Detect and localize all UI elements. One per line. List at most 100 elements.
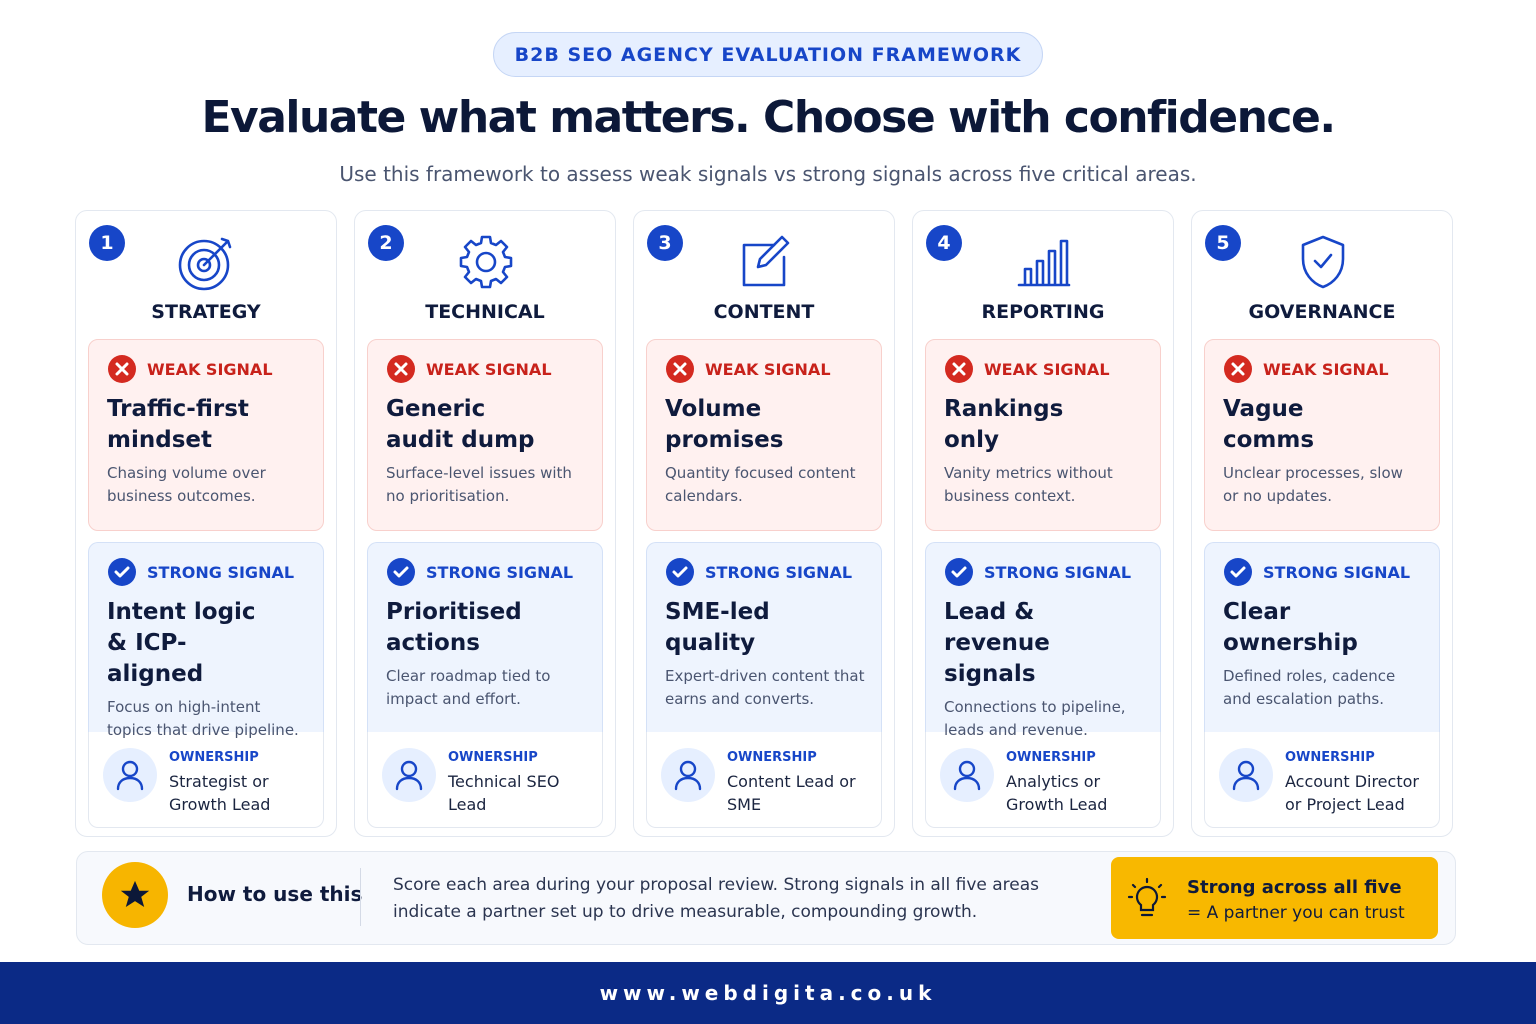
area-card: 3 CONTENT WEAK SIGNAL Volume promises Quanti… bbox=[633, 210, 895, 837]
callout-text: = A partner you can trust bbox=[1187, 903, 1405, 923]
area-icon bbox=[1301, 235, 1345, 289]
area-heading: STRATEGY bbox=[151, 301, 261, 323]
separator bbox=[360, 868, 361, 926]
columns: 1 STRATEGY WEAK SIGNAL Traffic-first mindse… bbox=[75, 210, 1453, 837]
ownership-label: OWNERSHIP bbox=[448, 750, 538, 765]
signal-text: Defined roles, cadence and escalation pa… bbox=[1223, 667, 1396, 708]
title: Evaluate what matters. Choose with confi… bbox=[201, 92, 1336, 143]
ownership-text: Content Lead or SME bbox=[727, 772, 856, 814]
area-card: 1 STRATEGY WEAK SIGNAL Traffic-first mindse… bbox=[75, 210, 337, 837]
avatar bbox=[382, 748, 436, 802]
icon-wrap bbox=[176, 231, 238, 297]
area-heading: GOVERNANCE bbox=[1248, 301, 1396, 323]
area-number: 4 bbox=[926, 225, 962, 261]
weak-signal-box: WEAK SIGNAL Volume promises Quantity focus… bbox=[646, 339, 882, 531]
area-number: 1 bbox=[89, 225, 125, 261]
signal-label-text: WEAK SIGNAL bbox=[147, 359, 273, 379]
badge: B2B SEO AGENCY EVALUATION FRAMEWORK bbox=[493, 32, 1043, 77]
avatar bbox=[103, 748, 157, 802]
strong-signal-box: STRONG SIGNAL Prioritised actions Clear ro… bbox=[367, 542, 603, 732]
signal-text: Clear roadmap tied to impact and effort. bbox=[386, 667, 551, 708]
signal-text: Focus on high-intent topics that drive p… bbox=[107, 698, 299, 739]
signal-label: WEAK SIGNAL bbox=[944, 354, 1142, 384]
area-icon bbox=[742, 235, 790, 287]
area-card: 5 GOVERNANCE WEAK SIGNAL Vague comms Unclear… bbox=[1191, 210, 1453, 837]
callout-title: Strong across all five bbox=[1187, 877, 1402, 898]
ownership-box: OWNERSHIP Account Director or Project Lea… bbox=[1204, 732, 1440, 828]
area-heading: REPORTING bbox=[981, 301, 1105, 323]
signal-title: Rankings only bbox=[944, 396, 1064, 453]
url-bar: www.webdigita.co.uk bbox=[0, 962, 1536, 1024]
bulb-icon bbox=[1127, 877, 1167, 917]
icon-wrap bbox=[734, 231, 796, 297]
star-icon bbox=[102, 862, 168, 928]
ownership-box: OWNERSHIP Strategist or Growth Lead bbox=[88, 732, 324, 828]
signal-text: Chasing volume over business outcomes. bbox=[107, 464, 266, 505]
avatar bbox=[661, 748, 715, 802]
ownership-text: Account Director or Project Lead bbox=[1285, 772, 1419, 814]
area-heading: CONTENT bbox=[713, 301, 815, 323]
area-number: 3 bbox=[647, 225, 683, 261]
area-heading: TECHNICAL bbox=[425, 301, 545, 323]
icon-wrap bbox=[455, 231, 517, 297]
area-icon bbox=[178, 237, 232, 291]
signal-text: Expert-driven content that earns and con… bbox=[665, 667, 865, 708]
area-card: 4 REPORTING WEAK SIGNAL Rankings only Vanity… bbox=[912, 210, 1174, 837]
ownership-box: OWNERSHIP Technical SEO Lead bbox=[367, 732, 603, 828]
weak-signal-box: WEAK SIGNAL Vague comms Unclear processes,… bbox=[1204, 339, 1440, 531]
ownership-text: Analytics or Growth Lead bbox=[1006, 772, 1108, 814]
strong-signal-box: STRONG SIGNAL SME-led quality Expert-drive… bbox=[646, 542, 882, 732]
subtitle: Use this framework to assess weak signal… bbox=[339, 162, 1197, 186]
signal-title: Volume promises bbox=[665, 396, 784, 453]
signal-label-text: STRONG SIGNAL bbox=[1263, 562, 1411, 582]
weak-signal-box: WEAK SIGNAL Rankings only Vanity metrics w… bbox=[925, 339, 1161, 531]
signal-label: WEAK SIGNAL bbox=[386, 354, 584, 384]
strong-signal-box: STRONG SIGNAL Intent logic & ICP-aligned F… bbox=[88, 542, 324, 739]
signal-label-text: WEAK SIGNAL bbox=[1263, 359, 1389, 379]
signal-label: STRONG SIGNAL bbox=[386, 557, 584, 587]
signal-title: Lead & revenue signals bbox=[944, 599, 1050, 687]
url[interactable]: www.webdigita.co.uk bbox=[599, 981, 937, 1005]
area-icon bbox=[459, 235, 513, 289]
signal-label-text: STRONG SIGNAL bbox=[705, 562, 853, 582]
signal-text: Quantity focused content calendars. bbox=[665, 464, 856, 505]
ownership-label: OWNERSHIP bbox=[169, 750, 259, 765]
signal-label-text: STRONG SIGNAL bbox=[147, 562, 295, 582]
signal-label: STRONG SIGNAL bbox=[107, 557, 305, 587]
signal-label: WEAK SIGNAL bbox=[665, 354, 863, 384]
signal-label-text: WEAK SIGNAL bbox=[426, 359, 552, 379]
signal-title: Intent logic & ICP-aligned bbox=[107, 599, 256, 687]
signal-title: Prioritised actions bbox=[386, 599, 522, 656]
signal-label-text: WEAK SIGNAL bbox=[705, 359, 831, 379]
signal-text: Surface-level issues with no prioritisat… bbox=[386, 464, 572, 505]
area-number: 2 bbox=[368, 225, 404, 261]
signal-title: Traffic-first mindset bbox=[107, 396, 249, 453]
ownership-box: OWNERSHIP Analytics or Growth Lead bbox=[925, 732, 1161, 828]
how-title: How to use this bbox=[187, 882, 363, 906]
signal-label: WEAK SIGNAL bbox=[1223, 354, 1421, 384]
ownership-label: OWNERSHIP bbox=[1285, 750, 1375, 765]
ownership-text: Strategist or Growth Lead bbox=[169, 772, 271, 814]
signal-title: Clear ownership bbox=[1223, 599, 1358, 656]
ownership-label: OWNERSHIP bbox=[727, 750, 817, 765]
signal-text: Vanity metrics without business context. bbox=[944, 464, 1113, 505]
area-icon bbox=[1017, 239, 1071, 287]
avatar bbox=[1219, 748, 1273, 802]
signal-label: STRONG SIGNAL bbox=[1223, 557, 1421, 587]
signal-label: WEAK SIGNAL bbox=[107, 354, 305, 384]
signal-label-text: WEAK SIGNAL bbox=[984, 359, 1110, 379]
ownership-box: OWNERSHIP Content Lead or SME bbox=[646, 732, 882, 828]
strong-signal-box: STRONG SIGNAL Lead & revenue signals Conne… bbox=[925, 542, 1161, 739]
signal-text: Connections to pipeline, leads and reven… bbox=[944, 698, 1126, 739]
icon-wrap bbox=[1013, 231, 1075, 297]
how-to-panel: How to use this Score each area during y… bbox=[76, 851, 1456, 945]
signal-title: Vague comms bbox=[1223, 396, 1315, 453]
callout: Strong across all five = A partner you c… bbox=[1111, 857, 1438, 939]
signal-label: STRONG SIGNAL bbox=[944, 557, 1142, 587]
signal-label-text: STRONG SIGNAL bbox=[984, 562, 1132, 582]
area-card: 2 TECHNICAL WEAK SIGNAL Generic audit dump S… bbox=[354, 210, 616, 837]
avatar bbox=[940, 748, 994, 802]
weak-signal-box: WEAK SIGNAL Traffic-first mindset Chasing … bbox=[88, 339, 324, 531]
area-number: 5 bbox=[1205, 225, 1241, 261]
